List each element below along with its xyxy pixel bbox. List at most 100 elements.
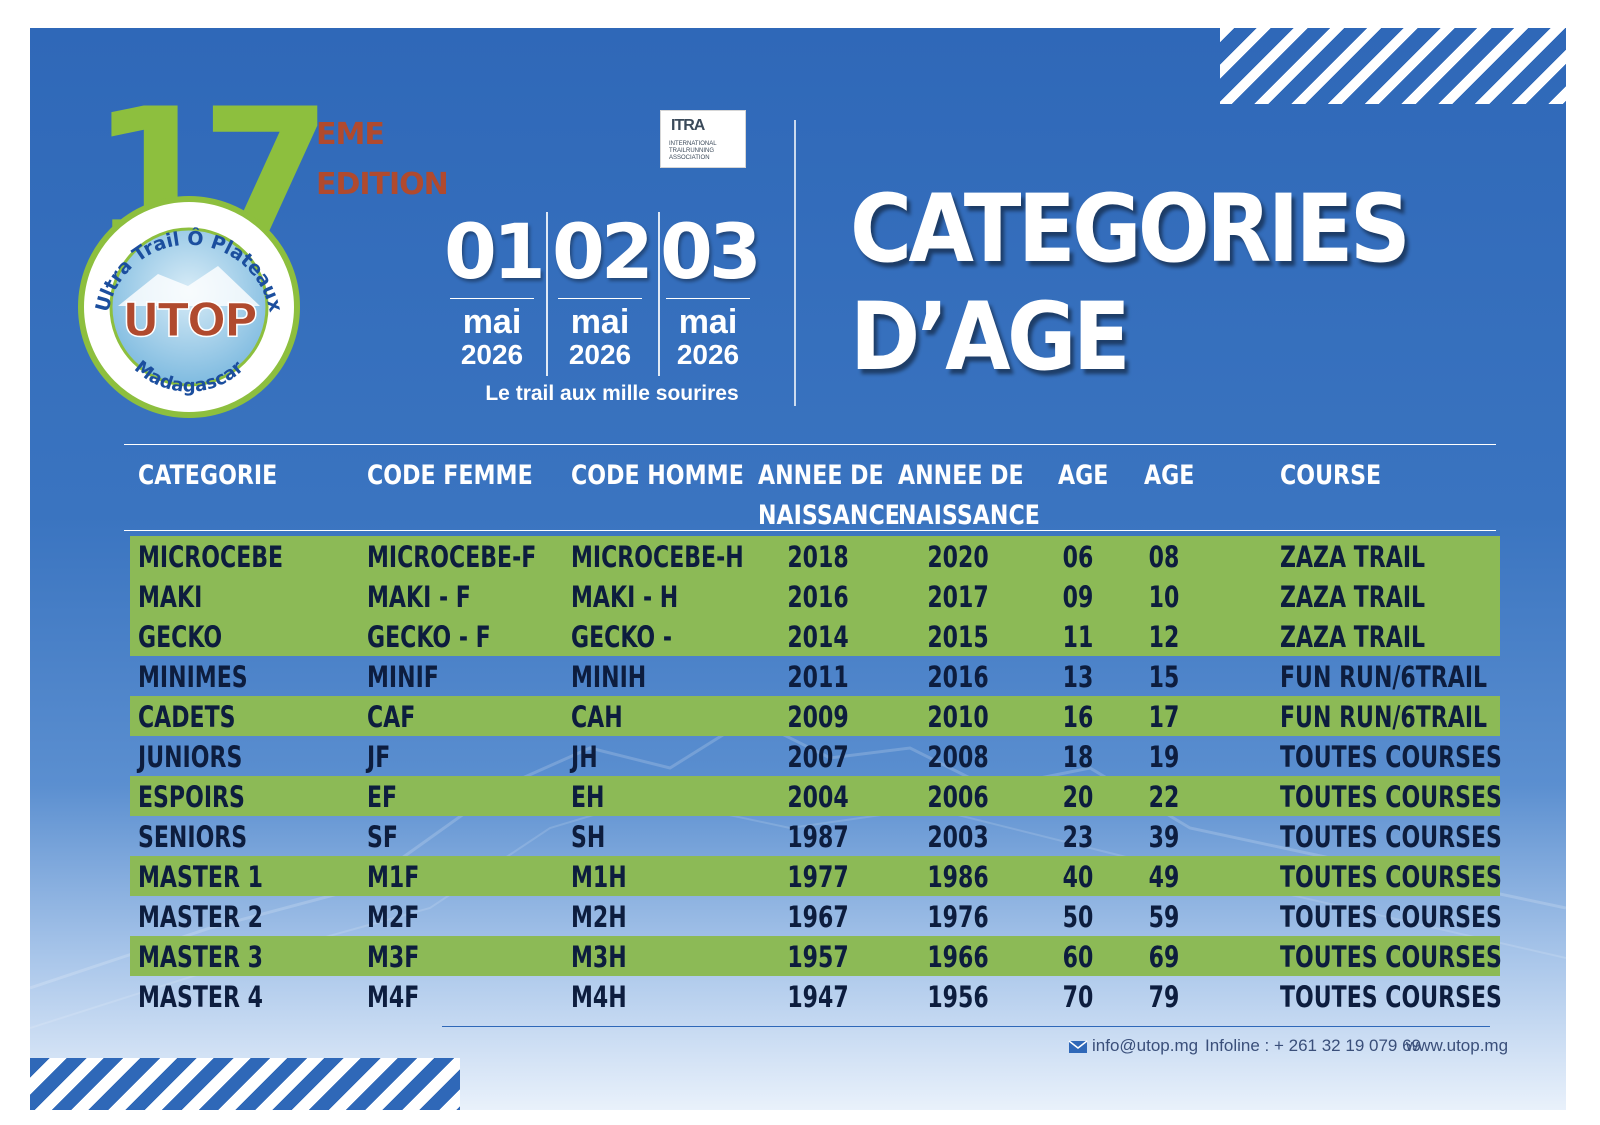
table-row: CADETS CAF CAH 2009 2010 16 17 FUN RUN/6TRAIL [130,696,1500,736]
date-month: mai [570,303,630,341]
cell-age-max: 17 [1148,700,1180,734]
header-annee-naissance-2: ANNEE DE NAISSANCE [898,456,1040,536]
cell-code-femme: SF [367,820,398,854]
date-day-number: 02 [552,207,654,296]
cell-annee-fin: 2016 [927,660,989,694]
itra-logo: ITRA INTERNATIONAL TRAILRUNNING ASSOCIAT… [660,110,746,168]
edition-suffix-line-2: EDITION [316,167,449,202]
cell-categorie: MAKI [138,580,203,614]
table-top-rule [124,444,1496,445]
cell-annee-debut: 1977 [787,860,849,894]
cell-code-homme: CAH [571,700,623,734]
table-row: MASTER 3 M3F M3H 1957 1966 60 69 TOUTES COURSES [130,936,1502,976]
table-row: ESPOIRS EF EH 2004 2006 20 22 TOUTES COURSES [130,776,1502,816]
date-month: mai [462,303,522,341]
date-year: 2026 [568,339,632,370]
cell-course: TOUTES COURSES [1280,940,1502,974]
footer-email[interactable]: info@utop.mg [1092,1036,1199,1055]
table-row: MASTER 1 M1F M1H 1977 1986 40 49 TOUTES COURSES [130,856,1502,896]
cell-course: ZAZA TRAIL [1280,580,1426,614]
cell-code-femme: MICROCEBE-F [367,540,537,574]
header-code-homme: CODE HOMME [571,460,744,491]
cell-code-homme: MICROCEBE-H [571,540,744,574]
itra-logo-mark: ITRA [671,117,705,134]
cell-categorie: JUNIORS [138,740,243,774]
cell-code-homme: EH [571,780,605,814]
cell-age-max: 59 [1148,900,1180,934]
cell-code-homme: M3H [571,940,627,974]
cell-annee-debut: 2009 [787,700,849,734]
cell-code-homme: M1H [571,860,627,894]
date-year: 2026 [676,339,740,370]
cell-annee-fin: 1976 [927,900,989,934]
cell-categorie: MASTER 4 [138,980,263,1014]
cell-annee-debut: 2016 [787,580,849,614]
cell-age-max: 49 [1148,860,1180,894]
cell-annee-fin: 1956 [927,980,989,1014]
header-code-femme: CODE FEMME [367,460,533,491]
cell-code-femme: CAF [367,700,416,734]
cell-age-max: 12 [1148,620,1180,654]
cell-annee-fin: 2006 [927,780,989,814]
itra-logo-caption: INTERNATIONAL TRAILRUNNING ASSOCIATION [669,141,717,161]
cell-annee-fin: 1986 [927,860,989,894]
cell-code-femme: M3F [367,940,420,974]
cell-annee-fin: 2010 [927,700,989,734]
cell-annee-debut: 2007 [787,740,849,774]
cell-age-min: 50 [1062,900,1094,934]
table-row: MINIMES MINIF MINIH 2011 2016 13 15 FUN RUN/6TR… [130,656,1500,696]
cell-annee-fin: 1966 [927,940,989,974]
table-row: MASTER 2 M2F M2H 1967 1976 50 59 TOUTES COURSES [130,896,1502,936]
cell-code-femme: GECKO - F [367,620,491,654]
table-row: GECKO GECKO - F GECKO - 2014 2015 11 12 ZAZA TR… [130,616,1500,656]
cell-annee-fin: 2020 [927,540,989,574]
cell-code-femme: M2F [367,900,420,934]
page-title-line-2: D’AGE [850,283,1131,392]
table-row: MAKI MAKI - F MAKI - H 2016 2017 09 10 ZAZA TRA… [130,576,1500,616]
cell-annee-fin: 2015 [927,620,989,654]
cell-annee-debut: 2018 [787,540,849,574]
date-separator [546,212,548,376]
cell-age-min: 06 [1062,540,1094,574]
header-course: COURSE [1280,460,1382,491]
cell-code-homme: JH [571,740,598,774]
cell-course: TOUTES COURSES [1280,780,1502,814]
envelope-icon [1068,1040,1088,1053]
cell-annee-debut: 1957 [787,940,849,974]
cell-code-homme: MAKI - H [571,580,679,614]
utop-badge-logo: Ultra Trail Ô Plateaux Madagascar UTOP [78,196,300,418]
cell-age-min: 13 [1062,660,1094,694]
table-row: SENIORS SF SH 1987 2003 23 39 TOUTES COURSES [130,816,1502,856]
cell-age-min: 18 [1062,740,1094,774]
cell-code-homme: GECKO - [571,620,672,654]
cell-age-max: 79 [1148,980,1180,1014]
cell-categorie: MASTER 1 [138,860,263,894]
cell-code-femme: M1F [367,860,420,894]
cell-categorie: CADETS [138,700,236,734]
cell-code-homme: M4H [571,980,627,1014]
cell-categorie: ESPOIRS [138,780,245,814]
cell-code-femme: MINIF [367,660,439,694]
cell-age-min: 23 [1062,820,1094,854]
cell-age-min: 70 [1062,980,1094,1014]
date-day-2: 02 mai 2026 [552,207,654,371]
tagline: Le trail aux mille sourires [485,382,739,405]
cell-code-homme: SH [571,820,606,854]
footer-website[interactable]: www.utop.mg [1406,1036,1509,1055]
table-header-rule [124,530,1496,531]
cell-age-max: 19 [1148,740,1180,774]
cell-course: TOUTES COURSES [1280,900,1502,934]
poster: 17 EME EDITION Ultra Trail Ô Plateaux Ma… [30,28,1566,1110]
header-separator [794,120,796,406]
header-annee-line: ANNEE DE [758,460,884,491]
cell-code-homme: M2H [571,900,627,934]
cell-course: TOUTES COURSES [1280,820,1502,854]
cell-age-max: 10 [1148,580,1180,614]
date-year: 2026 [460,339,524,370]
table-row: MASTER 4 M4F M4H 1947 1956 70 79 TOUTES COURSES [130,976,1502,1016]
cell-age-max: 39 [1148,820,1180,854]
cell-age-min: 16 [1062,700,1094,734]
cell-categorie: SENIORS [138,820,248,854]
cell-categorie: MASTER 2 [138,900,263,934]
cell-course: ZAZA TRAIL [1280,540,1426,574]
